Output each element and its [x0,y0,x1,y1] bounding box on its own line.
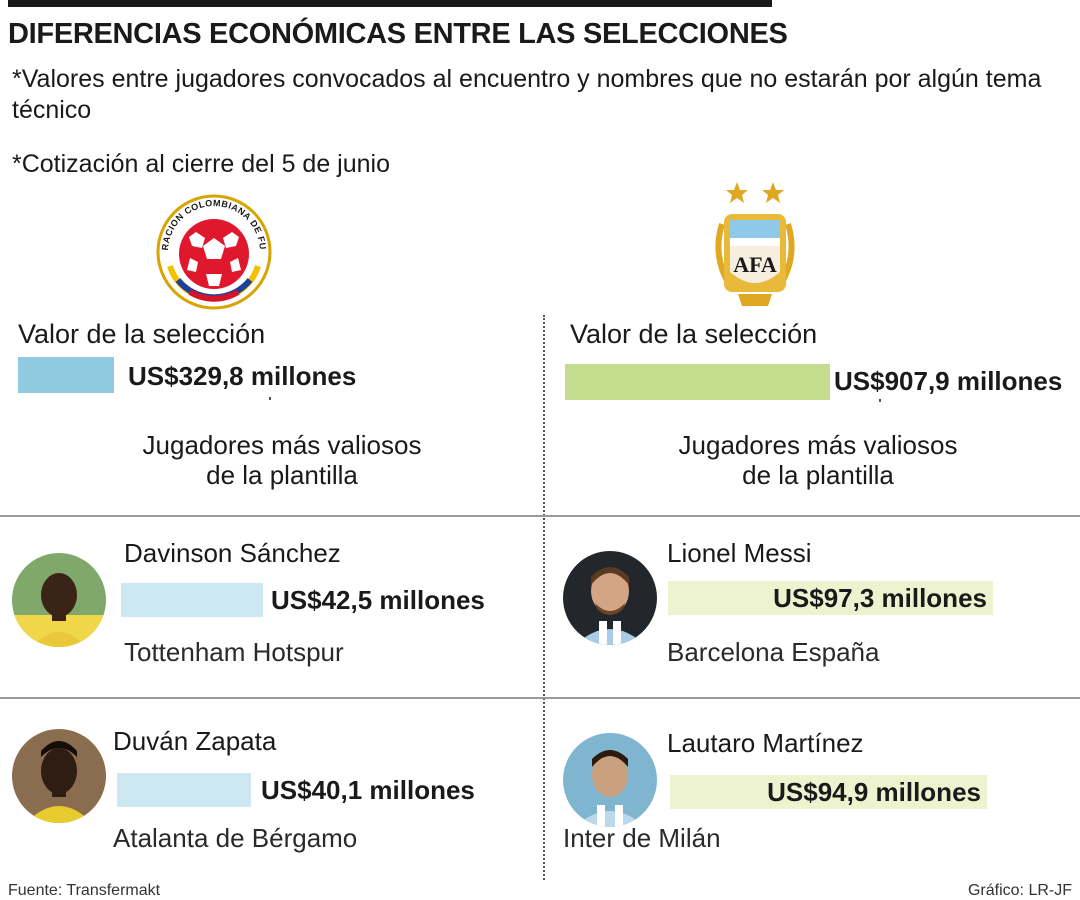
davinson-sanchez-name: Davinson Sánchez [124,538,341,568]
argentina-team-tick [879,399,881,402]
row-divider-2 [0,697,1080,699]
colombia-players-heading: Jugadores más valiosos de la plantilla [72,430,492,490]
duvan-zapata-value: US$40,1 millones [261,775,475,805]
argentina-players-heading-line1: Jugadores más valiosos [678,430,958,460]
argentina-team-bar [565,364,830,400]
argentina-team-label: Valor de la selección [570,319,818,349]
column-divider [543,315,545,880]
note-convocados: *Valores entre jugadores convocados al e… [12,65,1042,124]
argentina-team-value: US$907,9 millones [834,366,1063,396]
row-divider-1 [0,515,1080,517]
note-cotizacion: *Cotización al cierre del 5 de junio [12,150,390,178]
argentina-crest-icon: AFA [708,176,802,316]
duvan-zapata-club: Atalanta de Bérgamo [113,823,358,853]
top-rule [8,0,772,7]
lionel-messi-bar [668,581,993,615]
lautaro-martinez-club: Inter de Milán [563,823,721,853]
lautaro-martinez-value: US$94,9 millones [767,777,981,807]
colombia-crest-icon: FEDERACION COLOMBIANA DE FUTBOL [156,194,272,310]
colombia-players-heading-line1: Jugadores más valiosos [142,430,422,460]
colombia-team-label: Valor de la selección [18,319,266,349]
davinson-sanchez-bar [121,583,263,617]
duvan-zapata-name: Duván Zapata [113,726,277,756]
davinson-sanchez-value: US$42,5 millones [271,585,485,615]
graphic-credit: Gráfico: LR-JF [967,882,1072,899]
lionel-messi-value: US$97,3 millones [773,583,987,613]
duvan-zapata-bar [117,773,251,807]
lionel-messi-avatar [563,551,657,645]
argentina-players-heading-line2: de la plantilla [742,460,894,490]
lionel-messi-name: Lionel Messi [667,538,812,568]
colombia-players-heading-line2: de la plantilla [206,460,358,490]
source-note: Fuente: Transfermakt [8,882,161,899]
argentina-players-heading: Jugadores más valiosos de la plantilla [608,430,1028,490]
argentina-crest-text: AFA [733,252,777,277]
colombia-team-tick [269,397,271,400]
lautaro-martinez-name: Lautaro Martínez [667,728,864,758]
colombia-team-value: US$329,8 millones [128,361,357,391]
lautaro-martinez-bar [670,775,987,809]
davinson-sanchez-club: Tottenham Hotspur [124,637,344,667]
chart-title: DIFERENCIAS ECONÓMICAS ENTRE LAS SELECCI… [8,18,788,50]
colombia-team-bar [18,357,114,393]
lautaro-martinez-avatar [563,733,657,827]
duvan-zapata-avatar [12,729,106,823]
davinson-sanchez-avatar [12,553,106,647]
lionel-messi-club: Barcelona España [667,637,880,667]
